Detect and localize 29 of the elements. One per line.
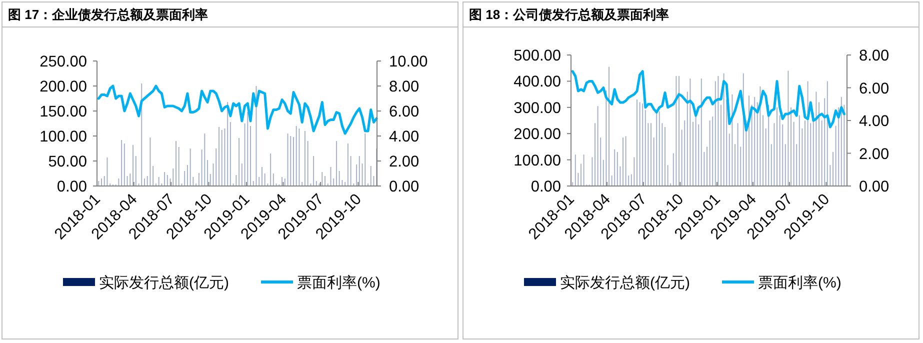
y-tick-label: 200.00 bbox=[514, 126, 562, 144]
y2-tick-label: 6.00 bbox=[859, 80, 890, 98]
y-tick-label: 400.00 bbox=[514, 74, 562, 91]
y2-tick-label: 10.00 bbox=[389, 54, 428, 70]
y2-tick-label: 8.00 bbox=[859, 48, 890, 64]
y2-tick-label: 4.00 bbox=[389, 128, 420, 146]
y2-tick-label: 4.00 bbox=[859, 113, 890, 130]
legend-label: 实际发行总额(亿元) bbox=[99, 274, 229, 292]
y-tick-label: 200.00 bbox=[40, 78, 88, 96]
y2-tick-label: 2.00 bbox=[389, 154, 420, 170]
chart-title: 图 18：公司债发行总额及票面利率 bbox=[469, 7, 670, 22]
y2-tick-label: 6.00 bbox=[389, 104, 420, 120]
legend-label: 票面利率(%) bbox=[297, 274, 380, 292]
y-tick-label: 250.00 bbox=[40, 54, 88, 70]
chart-title: 图 17：企业债发行总额及票面利率 bbox=[8, 7, 208, 22]
y-tick-label: 100.00 bbox=[40, 128, 88, 146]
y2-tick-label: 0.00 bbox=[859, 178, 890, 196]
y-tick-label: 300.00 bbox=[514, 100, 562, 117]
y-tick-label: 500.00 bbox=[514, 48, 562, 64]
y2-tick-label: 8.00 bbox=[389, 78, 420, 96]
y-tick-label: 150.00 bbox=[40, 104, 88, 120]
y-tick-label: 100.00 bbox=[514, 152, 562, 170]
y2-tick-label: 2.00 bbox=[859, 146, 890, 163]
y-tick-label: 50.00 bbox=[48, 154, 88, 170]
y-tick-label: 0.00 bbox=[56, 178, 88, 196]
y-tick-label: 0.00 bbox=[530, 178, 562, 196]
legend-label: 票面利率(%) bbox=[758, 274, 842, 292]
y2-tick-label: 0.00 bbox=[389, 178, 420, 196]
legend-label: 实际发行总额(亿元) bbox=[560, 274, 690, 292]
